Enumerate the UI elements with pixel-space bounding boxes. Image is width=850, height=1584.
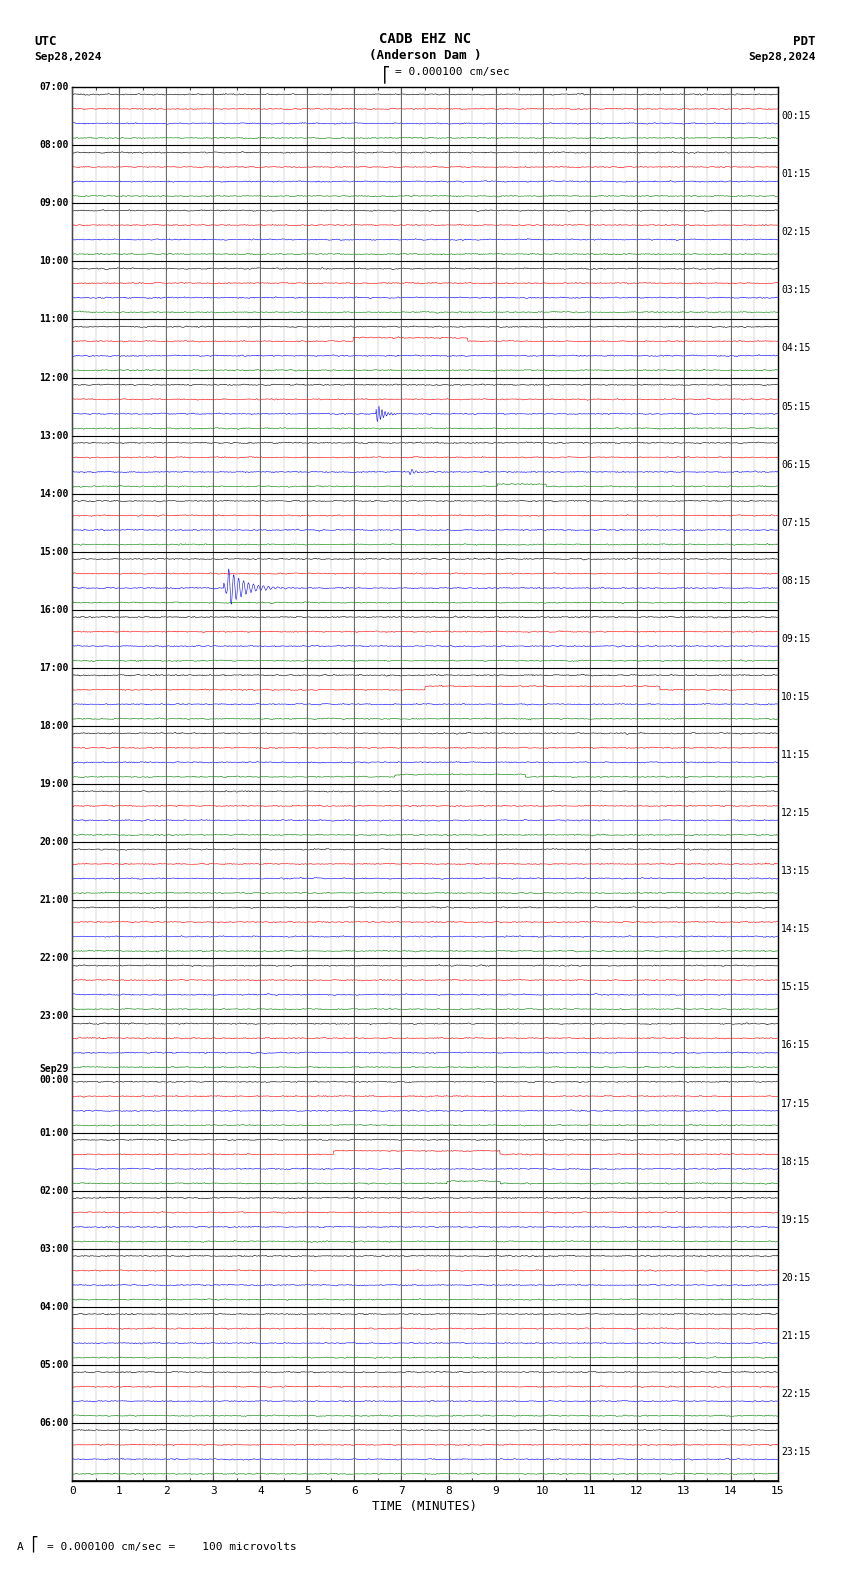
Text: 18:15: 18:15: [781, 1156, 811, 1166]
Text: CADB EHZ NC: CADB EHZ NC: [379, 32, 471, 46]
Text: 01:15: 01:15: [781, 169, 811, 179]
Text: 16:15: 16:15: [781, 1041, 811, 1050]
Text: 12:00: 12:00: [39, 372, 69, 382]
Text: ⎡: ⎡: [382, 65, 391, 82]
Text: 15:00: 15:00: [39, 546, 69, 556]
Text: 10:15: 10:15: [781, 692, 811, 702]
Text: 08:00: 08:00: [39, 141, 69, 150]
Text: Sep28,2024: Sep28,2024: [749, 52, 816, 62]
Text: ⎡: ⎡: [30, 1536, 38, 1552]
Text: Sep29
00:00: Sep29 00:00: [39, 1064, 69, 1085]
Text: 13:00: 13:00: [39, 431, 69, 440]
Text: 11:00: 11:00: [39, 315, 69, 325]
Text: 16:00: 16:00: [39, 605, 69, 615]
Text: 21:15: 21:15: [781, 1331, 811, 1340]
Text: 09:15: 09:15: [781, 634, 811, 643]
Text: 17:00: 17:00: [39, 664, 69, 673]
Text: 09:00: 09:00: [39, 198, 69, 208]
Text: 22:00: 22:00: [39, 954, 69, 963]
Text: UTC: UTC: [34, 35, 56, 48]
Text: Sep28,2024: Sep28,2024: [34, 52, 101, 62]
Text: 17:15: 17:15: [781, 1099, 811, 1109]
Text: 03:15: 03:15: [781, 285, 811, 295]
Text: 03:00: 03:00: [39, 1243, 69, 1253]
Text: 07:15: 07:15: [781, 518, 811, 527]
Text: 15:15: 15:15: [781, 982, 811, 992]
Text: 18:00: 18:00: [39, 721, 69, 730]
X-axis label: TIME (MINUTES): TIME (MINUTES): [372, 1500, 478, 1513]
Text: 04:00: 04:00: [39, 1302, 69, 1312]
Text: 02:00: 02:00: [39, 1186, 69, 1196]
Text: A: A: [17, 1543, 24, 1552]
Text: 04:15: 04:15: [781, 344, 811, 353]
Text: = 0.000100 cm/sec: = 0.000100 cm/sec: [395, 67, 510, 76]
Text: 08:15: 08:15: [781, 577, 811, 586]
Text: 13:15: 13:15: [781, 866, 811, 876]
Text: = 0.000100 cm/sec =    100 microvolts: = 0.000100 cm/sec = 100 microvolts: [47, 1543, 297, 1552]
Text: 19:15: 19:15: [781, 1215, 811, 1224]
Text: 21:00: 21:00: [39, 895, 69, 904]
Text: 06:15: 06:15: [781, 459, 811, 469]
Text: 00:15: 00:15: [781, 111, 811, 120]
Text: 23:00: 23:00: [39, 1012, 69, 1022]
Text: 14:15: 14:15: [781, 925, 811, 935]
Text: 19:00: 19:00: [39, 779, 69, 789]
Text: 11:15: 11:15: [781, 751, 811, 760]
Text: PDT: PDT: [794, 35, 816, 48]
Text: 10:00: 10:00: [39, 257, 69, 266]
Text: 23:15: 23:15: [781, 1448, 811, 1457]
Text: 05:15: 05:15: [781, 402, 811, 412]
Text: 02:15: 02:15: [781, 228, 811, 238]
Text: 07:00: 07:00: [39, 82, 69, 92]
Text: 22:15: 22:15: [781, 1389, 811, 1399]
Text: 14:00: 14:00: [39, 489, 69, 499]
Text: 20:00: 20:00: [39, 838, 69, 847]
Text: 20:15: 20:15: [781, 1274, 811, 1283]
Text: 05:00: 05:00: [39, 1361, 69, 1370]
Text: 01:00: 01:00: [39, 1128, 69, 1137]
Text: 12:15: 12:15: [781, 808, 811, 817]
Text: 06:00: 06:00: [39, 1418, 69, 1427]
Text: (Anderson Dam ): (Anderson Dam ): [369, 49, 481, 62]
